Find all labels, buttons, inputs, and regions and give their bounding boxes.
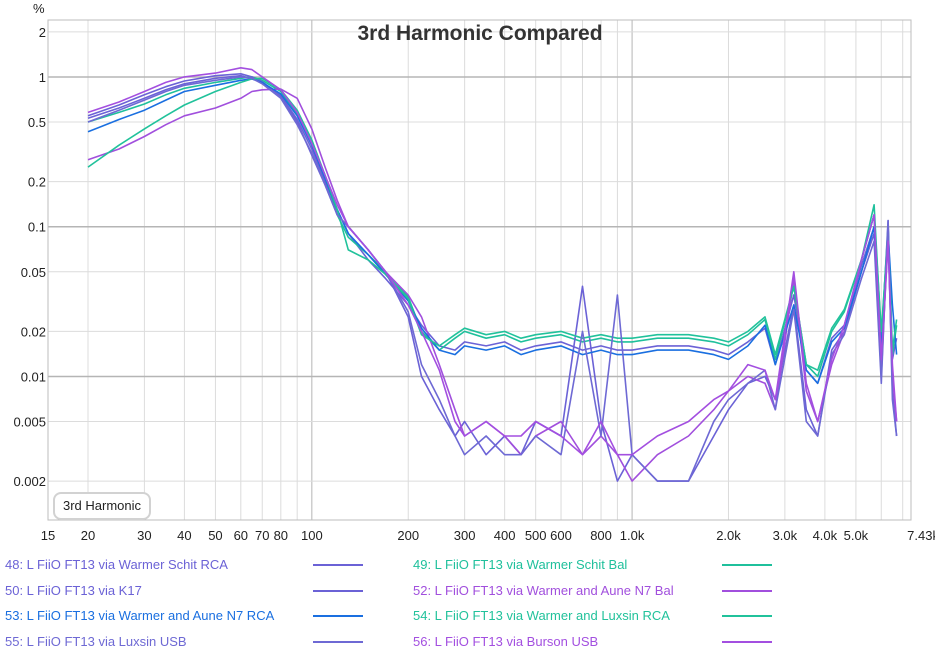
x-tick-label: 50 (208, 528, 222, 543)
x-tick-label: 3.0k (773, 528, 798, 543)
legend-swatch (313, 615, 363, 617)
harmonic-chart: 2 1 0.5 0.2 0.1 0.05 0.02 0.01 0.005 0.002 15 20 30 4… (13, 1, 935, 543)
legend-label[interactable]: 49: L FiiO FT13 via Warmer Schit Bal (413, 557, 628, 572)
series-line-3 (87, 88, 898, 482)
x-tick-label: 80 (274, 528, 288, 543)
series-line-1 (87, 76, 898, 378)
x-tick-label: 2.0k (716, 528, 741, 543)
y-tick-label: 0.2 (28, 175, 46, 190)
x-tick-label: 20 (81, 528, 95, 543)
legend-swatch (313, 640, 363, 643)
x-tick-label: 400 (494, 528, 516, 543)
x-tick-label: 5.0k (844, 528, 869, 543)
legend-label[interactable]: 52: L FiiO FT13 via Warmer and Aune N7 B… (413, 582, 674, 598)
x-tick-label: 600 (550, 528, 572, 543)
x-tick-label: 1.0k (620, 528, 645, 543)
x-tick-label: 40 (177, 528, 191, 543)
y-tick-label: 0.1 (28, 220, 46, 235)
y-axis-unit: % (33, 1, 45, 16)
legend-swatch (313, 589, 363, 592)
legend-swatch (722, 564, 772, 566)
legend-label[interactable]: 54: L FiiO FT13 via Warmer and Luxsin RC… (413, 608, 670, 623)
series-line-2 (87, 73, 898, 482)
legend: 48: L FiiO FT13 via Warmer Schit RCA 49: … (0, 553, 935, 657)
series-line-5 (87, 77, 898, 371)
y-tick-label: 0.5 (28, 115, 46, 130)
series-lines (87, 67, 898, 482)
legend-label[interactable]: 55: L FiiO FT13 via Luxsin USB (5, 633, 187, 649)
series-line-6 (87, 76, 898, 482)
y-tick-label: 0.005 (13, 415, 46, 430)
x-tick-label: 70 (255, 528, 269, 543)
x-tick-label: 800 (590, 528, 612, 543)
plot-frame (47, 19, 912, 521)
legend-swatch (722, 615, 772, 617)
legend-swatch (313, 564, 363, 566)
chart-title: 3rd Harmonic Compared (357, 22, 602, 45)
x-tick-label: 15 (41, 528, 55, 543)
y-tick-label: 1 (39, 70, 46, 85)
x-tick-label: 500 (525, 528, 547, 543)
legend-swatch (722, 640, 772, 643)
legend-swatch (722, 589, 772, 592)
x-tick-label: 60 (234, 528, 248, 543)
legend-label[interactable]: 48: L FiiO FT13 via Warmer Schit RCA (5, 557, 228, 572)
legend-label[interactable]: 50: L FiiO FT13 via K17 (5, 582, 142, 598)
series-line-7 (87, 67, 898, 456)
y-tick-label: 0.05 (21, 265, 46, 280)
x-tick-label: 200 (397, 528, 419, 543)
legend-label[interactable]: 56: L FiiO FT13 via Burson USB (413, 633, 599, 649)
x-tick-label: 4.0k (813, 528, 838, 543)
x-tick-label: 7.43kHz (907, 528, 935, 543)
x-tick-label: 100 (301, 528, 323, 543)
annotation-badge[interactable]: 3rd Harmonic (53, 492, 151, 520)
y-tick-label: 0.002 (13, 474, 46, 489)
legend-label[interactable]: 53: L FiiO FT13 via Warmer and Aune N7 R… (5, 608, 275, 623)
x-tick-label: 30 (137, 528, 151, 543)
y-tick-label: 2 (39, 25, 46, 40)
y-tick-label: 0.02 (21, 324, 46, 339)
tick-labels: 2 1 0.5 0.2 0.1 0.05 0.02 0.01 0.005 0.002 15 20 30 4… (13, 25, 935, 543)
series-line-4 (87, 78, 898, 385)
x-tick-label: 300 (454, 528, 476, 543)
y-tick-label: 0.01 (21, 369, 46, 384)
